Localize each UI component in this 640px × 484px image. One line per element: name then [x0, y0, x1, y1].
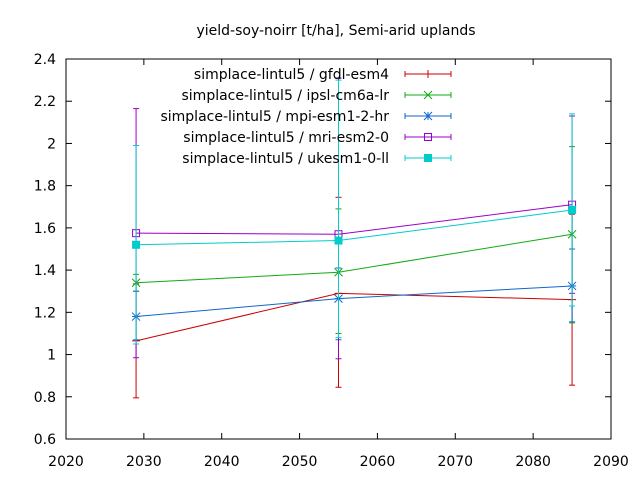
legend-item: simplace-lintul5 / ipsl-cm6a-lr: [182, 88, 452, 104]
x-tick-label: 2060: [360, 454, 396, 470]
y-tick-label: 1: [47, 348, 56, 364]
series-line: [136, 204, 573, 235]
legend-label: simplace-lintul5 / ukesm1-0-ll: [182, 151, 389, 167]
legend-label: simplace-lintul5 / ipsl-cm6a-lr: [182, 88, 390, 104]
y-tick-label: 1.8: [34, 179, 56, 195]
x-tick-label: 2020: [48, 454, 84, 470]
y-tick-label: 0.6: [34, 432, 56, 448]
series-line: [136, 209, 573, 246]
legend-label: simplace-lintul5 / mpi-esm1-2-hr: [160, 109, 389, 125]
y-tick-label: 1.6: [34, 221, 56, 237]
series-line: [136, 285, 573, 318]
series-layer: [131, 77, 577, 399]
legend-item: simplace-lintul5 / ukesm1-0-ll: [182, 151, 452, 167]
legend-item: simplace-lintul5 / mri-esm2-0: [183, 130, 452, 146]
data-point: [423, 90, 433, 100]
error-bar: [335, 79, 342, 339]
chart-title: yield-soy-noirr [t/ha], Semi-arid upland…: [196, 23, 475, 39]
data-point: [334, 236, 343, 245]
x-tick-label: 2070: [437, 454, 473, 470]
series-line: [135, 292, 573, 342]
legend-label: simplace-lintul5 / mri-esm2-0: [183, 130, 389, 146]
y-tick-label: 1.2: [34, 305, 56, 321]
x-tick-label: 2040: [204, 454, 240, 470]
data-point: [132, 240, 141, 249]
x-tick-label: 2030: [126, 454, 162, 470]
data-point: [423, 111, 433, 121]
series: [131, 146, 577, 334]
series: [132, 79, 577, 345]
legend-item: simplace-lintul5 / gfdl-esm4: [194, 67, 452, 83]
legend-item: simplace-lintul5 / mpi-esm1-2-hr: [160, 109, 452, 125]
y-tick-label: 0.8: [34, 390, 56, 406]
series-line: [136, 233, 573, 284]
y-tick-label: 2.2: [34, 94, 56, 110]
x-tick-label: 2090: [593, 454, 629, 470]
legend: simplace-lintul5 / gfdl-esm4 simplace-lin…: [160, 67, 452, 167]
plot-frame: [65, 58, 612, 440]
axes-layer: 2020 2030 2040 2050 2060 2070 2080 2090 0.6 0.8 1 1…: [34, 52, 629, 470]
x-tick-label: 2050: [282, 454, 318, 470]
data-point: [424, 154, 432, 162]
data-point: [424, 133, 432, 141]
x-tick-label: 2080: [515, 454, 551, 470]
y-tick-label: 1.4: [34, 263, 56, 279]
data-point: [568, 205, 577, 214]
legend-label: simplace-lintul5 / gfdl-esm4: [194, 67, 389, 83]
y-tick-label: 2: [47, 136, 56, 152]
data-point: [424, 70, 432, 78]
y-tick-label: 2.4: [34, 52, 56, 68]
